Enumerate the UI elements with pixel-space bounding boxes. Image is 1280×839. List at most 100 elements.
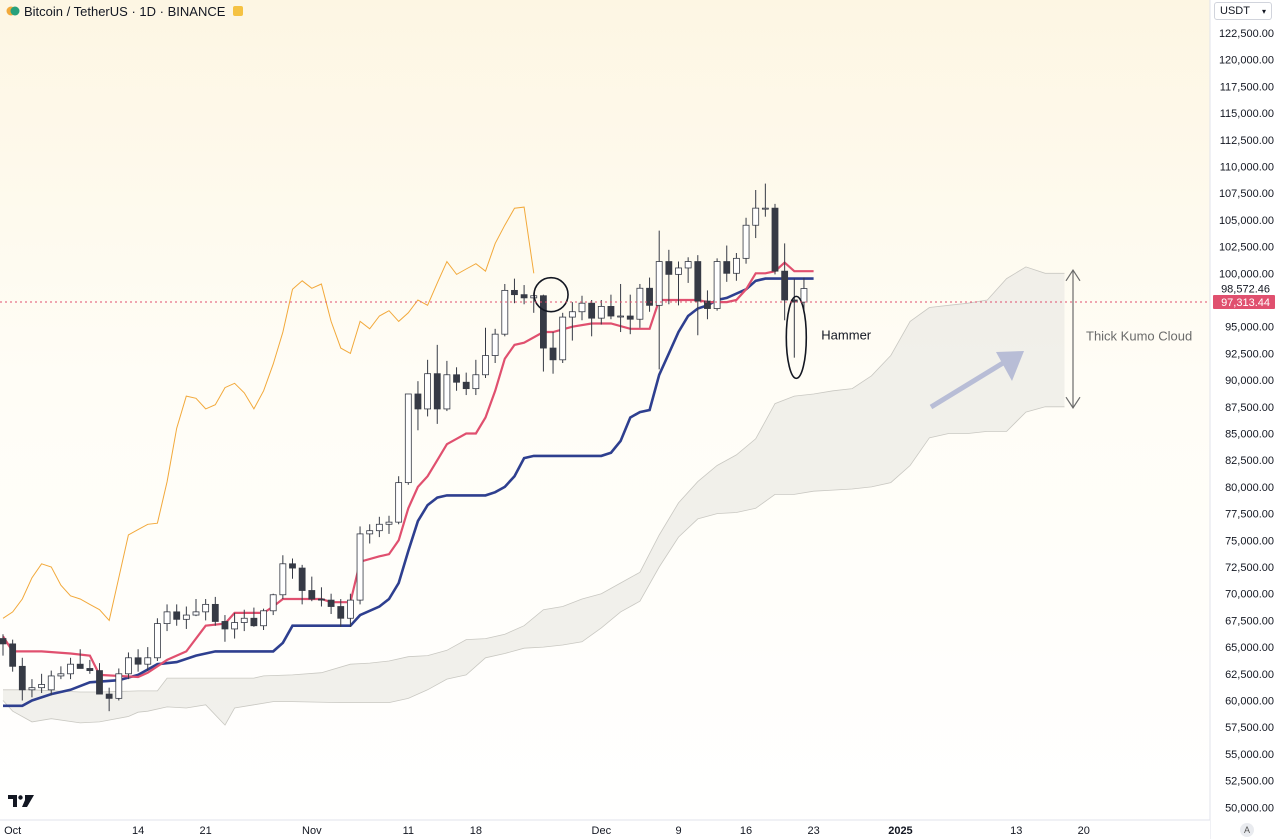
candle-body xyxy=(211,603,219,622)
trend-arrow-head xyxy=(996,351,1024,381)
candle xyxy=(221,615,229,642)
candle xyxy=(761,183,769,217)
price-tick-label: 100,000.00 xyxy=(1219,268,1274,280)
candle-body xyxy=(231,622,239,630)
candle-body xyxy=(182,614,190,620)
candle-body xyxy=(453,374,460,383)
header-separator-1: · xyxy=(131,3,136,19)
ichimoku-cloud xyxy=(2,266,1065,726)
candle xyxy=(472,359,480,396)
candle-body xyxy=(491,333,499,356)
candle xyxy=(182,606,190,629)
kumo-lower-edge xyxy=(2,406,1065,726)
price-tick-label: 80,000.00 xyxy=(1225,482,1274,494)
candle-body xyxy=(57,673,65,677)
candle xyxy=(366,524,374,544)
candle-body xyxy=(761,207,769,210)
symbol-name: Bitcoin / TetherUS xyxy=(24,3,128,19)
price-tick-label: 82,500.00 xyxy=(1225,455,1274,467)
candle xyxy=(433,344,441,424)
candle xyxy=(28,679,36,698)
price-tick-label: 70,000.00 xyxy=(1225,589,1274,601)
candle-body xyxy=(173,611,181,620)
price-tick-label: 50,000.00 xyxy=(1225,802,1274,814)
candle-body xyxy=(47,675,55,691)
candle-body xyxy=(540,295,547,349)
candle-body xyxy=(96,670,103,695)
price-tick-label: 60,000.00 xyxy=(1225,696,1274,708)
interval-label[interactable]: 1D xyxy=(139,3,157,19)
candle-body xyxy=(76,663,84,669)
candle-body xyxy=(404,393,412,484)
kumo-label: Thick Kumo Cloud xyxy=(1086,329,1192,344)
price-tick-label: 102,500.00 xyxy=(1219,242,1274,254)
candle xyxy=(597,300,605,325)
candle xyxy=(0,634,7,656)
candle-body xyxy=(366,530,374,535)
time-tick-label: 9 xyxy=(675,825,681,837)
candle-body xyxy=(559,316,567,361)
candle-body xyxy=(346,599,354,619)
lagging-span-line xyxy=(2,206,535,622)
price-tick-label: 77,500.00 xyxy=(1225,509,1274,521)
candle xyxy=(790,278,798,358)
candle xyxy=(713,258,721,311)
symbol-header[interactable]: Bitcoin / TetherUS · 1D · BINANCE xyxy=(0,0,244,22)
kumo-upper-edge xyxy=(3,266,1065,693)
currency-value: USDT xyxy=(1220,5,1250,17)
measure-head-top xyxy=(1065,269,1081,282)
candle xyxy=(655,230,663,370)
candle-body xyxy=(462,381,470,390)
candle-body xyxy=(424,373,432,410)
candle-body xyxy=(125,657,132,675)
candle-body xyxy=(723,261,731,274)
candle xyxy=(549,332,557,374)
candle-body xyxy=(520,294,528,299)
currency-select[interactable]: USDT ▾ xyxy=(1214,2,1272,20)
candle-body xyxy=(704,300,711,309)
candle-body xyxy=(395,482,403,523)
candle-body xyxy=(511,289,518,296)
candle xyxy=(308,576,316,602)
candle xyxy=(67,657,74,680)
candle xyxy=(385,515,393,534)
candle-body xyxy=(28,687,36,691)
candle-body xyxy=(279,563,287,596)
candle xyxy=(501,283,509,337)
candle-body xyxy=(153,623,161,659)
candle-body xyxy=(18,665,26,691)
current-price-badge xyxy=(1213,294,1275,309)
candle-body xyxy=(597,306,605,319)
candle-body xyxy=(684,261,692,269)
candle xyxy=(318,587,325,607)
candle xyxy=(337,599,345,627)
time-tick-label: 16 xyxy=(740,825,752,837)
candle-body xyxy=(240,617,248,623)
auto-scale-button[interactable]: A xyxy=(1240,823,1254,837)
price-tick-label: 67,500.00 xyxy=(1225,615,1274,627)
trend-arrow-icon xyxy=(929,351,1024,410)
candle xyxy=(636,283,644,328)
candle xyxy=(173,604,181,626)
candle xyxy=(231,612,239,639)
candle xyxy=(520,285,528,305)
candle-body xyxy=(501,289,509,335)
candle xyxy=(462,372,470,396)
candle-body xyxy=(221,621,229,630)
candle xyxy=(115,668,123,701)
candle-body xyxy=(192,611,200,616)
candle xyxy=(269,593,277,616)
tradingview-logo-icon xyxy=(8,795,34,807)
time-scale-bg xyxy=(0,820,1210,839)
candle xyxy=(588,300,596,337)
candle-body xyxy=(568,311,576,318)
candle xyxy=(105,687,113,712)
candle-body xyxy=(626,315,634,320)
candle-body xyxy=(327,599,335,607)
candle xyxy=(568,302,576,341)
time-tick-label: 21 xyxy=(200,825,212,837)
measure-head-bottom xyxy=(1065,396,1081,409)
candle-body xyxy=(733,257,740,274)
